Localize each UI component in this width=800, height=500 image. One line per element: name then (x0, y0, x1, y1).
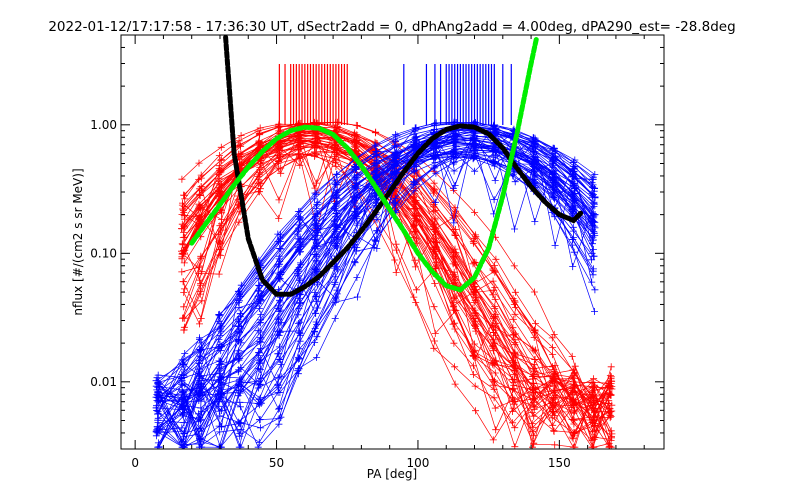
black-fit-curve (223, 35, 585, 297)
blue-series-markers (154, 148, 596, 449)
x-tick-label: 0 (131, 456, 139, 470)
y-tick-label: 0.10 (90, 246, 117, 260)
sector-markers (278, 64, 512, 125)
plot-frame (120, 34, 665, 450)
chart-title: 2022-01-12/17:17:58 - 17:36:30 UT, dSect… (48, 19, 735, 35)
x-tick-label: 100 (407, 456, 430, 470)
axes: 0 50 100 150 0.01 0.10 1.00 (90, 34, 664, 470)
y-tick-label: 1.00 (90, 118, 117, 132)
green-fit-curve (189, 35, 540, 293)
blue-series-markers (155, 138, 598, 402)
x-tick-label: 50 (269, 456, 284, 470)
x-tick-label: 150 (548, 456, 571, 470)
y-tick-label: 0.01 (90, 375, 117, 389)
x-axis-label: PA [deg] (367, 467, 417, 481)
y-axis-label: nflux [#/(cm2 s sr MeV)] (71, 168, 85, 315)
plot-area (120, 34, 665, 450)
